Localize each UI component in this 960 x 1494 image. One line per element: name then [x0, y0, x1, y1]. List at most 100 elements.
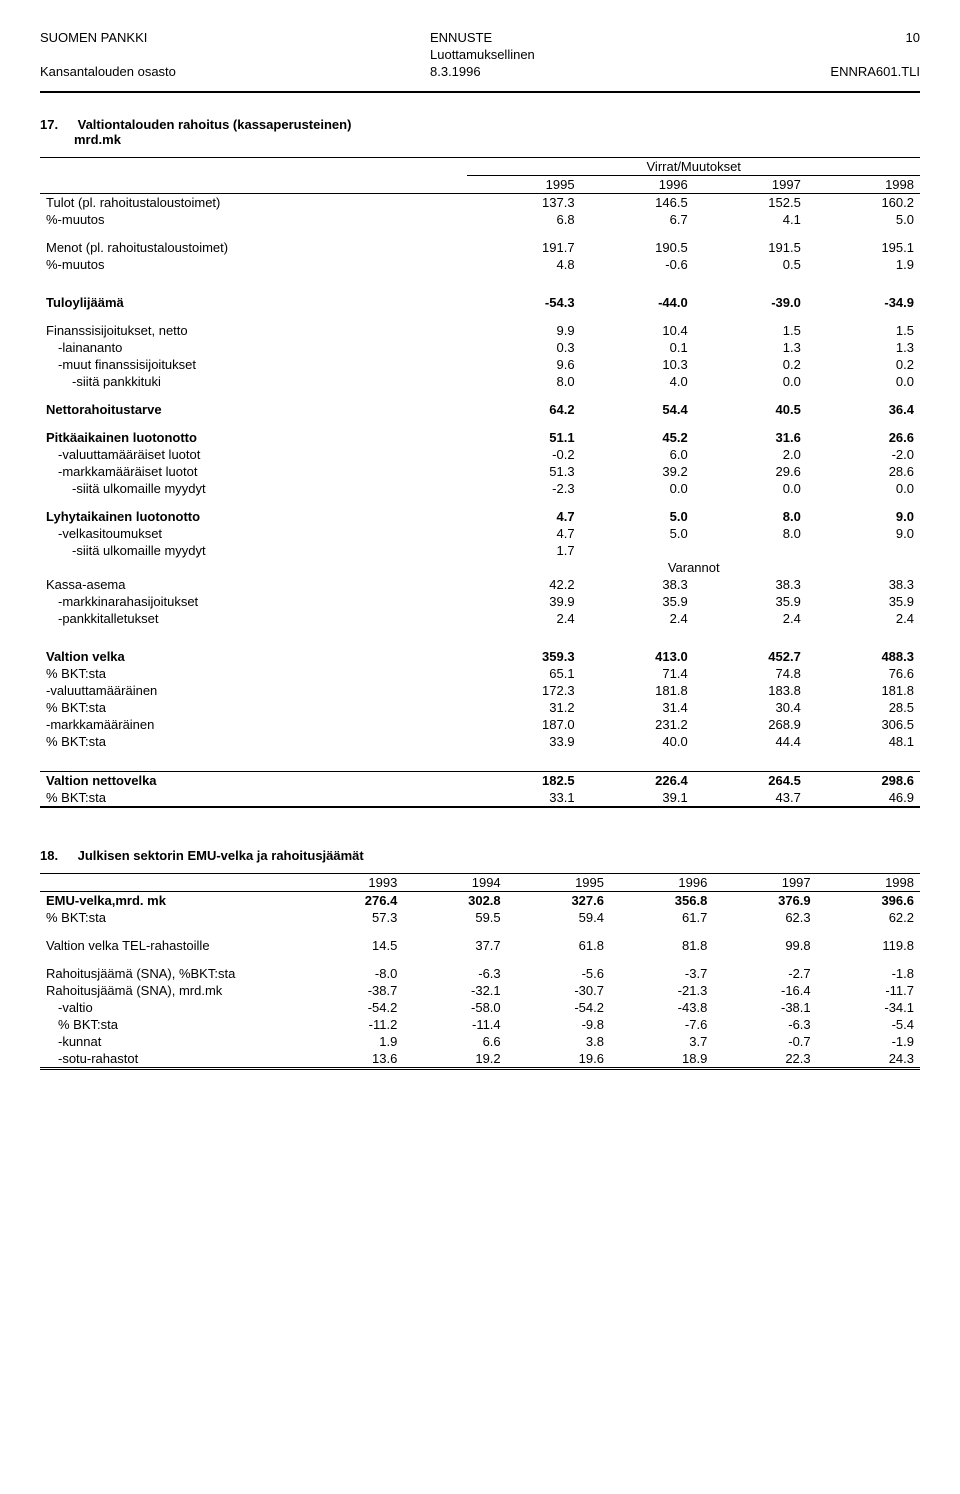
cell-value: 13.6 — [300, 1050, 403, 1069]
cell-value: 226.4 — [581, 772, 694, 790]
cell-value: 31.4 — [581, 699, 694, 716]
table-row: Menot (pl. rahoitustaloustoimet)191.7190… — [40, 239, 920, 256]
table-row: Nettorahoitustarve64.254.440.536.4 — [40, 401, 920, 418]
table-row: % BKT:sta-11.2-11.4-9.8-7.6-6.3-5.4 — [40, 1016, 920, 1033]
cell-value: -3.7 — [610, 965, 713, 982]
table-row: -markkinarahasijoitukset39.935.935.935.9 — [40, 593, 920, 610]
row-label: -lainananto — [40, 339, 467, 356]
cell-value: 31.2 — [467, 699, 580, 716]
table-row — [40, 627, 920, 648]
row-label: -siitä pankkituki — [40, 373, 467, 390]
table-row: -markkamääräinen187.0231.2268.9306.5 — [40, 716, 920, 733]
cell-value: 57.3 — [300, 909, 403, 926]
table-row: -valuuttamääräiset luotot-0.26.02.0-2.0 — [40, 446, 920, 463]
cell-value: -58.0 — [403, 999, 506, 1016]
row-label: Pitkäaikainen luotonotto — [40, 429, 467, 446]
cell-value: 298.6 — [807, 772, 920, 790]
cell-value: -11.4 — [403, 1016, 506, 1033]
cell-value: 0.2 — [694, 356, 807, 373]
row-label: Nettorahoitustarve — [40, 401, 467, 418]
row-label: % BKT:sta — [40, 789, 467, 807]
row-label: Lyhytaikainen luotonotto — [40, 508, 467, 525]
cell-value: 181.8 — [807, 682, 920, 699]
cell-value: 0.2 — [807, 356, 920, 373]
cell-value: 39.2 — [581, 463, 694, 480]
cell-value: 44.4 — [694, 733, 807, 750]
doc-code: ENNRA601.TLI — [740, 64, 920, 79]
row-label: Tulot (pl. rahoitustaloustoimet) — [40, 194, 467, 212]
cell-value: 45.2 — [581, 429, 694, 446]
cell-value: -38.1 — [713, 999, 816, 1016]
cell-value: 65.1 — [467, 665, 580, 682]
cell-value: 3.8 — [507, 1033, 610, 1050]
cell-value: 19.2 — [403, 1050, 506, 1069]
year-header-row-18: 1993 1994 1995 1996 1997 1998 — [40, 874, 920, 892]
cell-value: -0.2 — [467, 446, 580, 463]
cell-value: 119.8 — [817, 937, 920, 954]
table-row: EMU-velka,mrd. mk276.4302.8327.6356.8376… — [40, 892, 920, 909]
cell-value: 40.5 — [694, 401, 807, 418]
table-row: -markkamääräiset luotot51.339.229.628.6 — [40, 463, 920, 480]
table-row: -pankkitalletukset2.42.42.42.4 — [40, 610, 920, 627]
row-label: % BKT:sta — [40, 909, 300, 926]
row-label: Menot (pl. rahoitustaloustoimet) — [40, 239, 467, 256]
cell-value: 0.0 — [807, 373, 920, 390]
row-label: Tuloylijäämä — [40, 294, 467, 311]
row-label: % BKT:sta — [40, 699, 467, 716]
table-17: Virrat/Muutokset 1995 1996 1997 1998 Tul… — [40, 157, 920, 808]
cell-value: 10.3 — [581, 356, 694, 373]
cell-value: 276.4 — [300, 892, 403, 909]
row-label: -siitä ulkomaille myydyt — [40, 480, 467, 497]
table-row: % BKT:sta65.171.474.876.6 — [40, 665, 920, 682]
table-row: %-muutos6.86.74.15.0 — [40, 211, 920, 228]
table-row: Pitkäaikainen luotonotto51.145.231.626.6 — [40, 429, 920, 446]
cell-value: -16.4 — [713, 982, 816, 999]
row-label: Rahoitusjäämä (SNA), %BKT:sta — [40, 965, 300, 982]
cell-value: 22.3 — [713, 1050, 816, 1069]
cell-value: 14.5 — [300, 937, 403, 954]
cell-value: 59.4 — [507, 909, 610, 926]
cell-value: -2.7 — [713, 965, 816, 982]
cell-value: 1.9 — [807, 256, 920, 273]
cell-value: -11.7 — [817, 982, 920, 999]
table-row: Valtion velka TEL-rahastoille14.537.761.… — [40, 937, 920, 954]
cell-value: 6.0 — [581, 446, 694, 463]
row-label: -markkamääräiset luotot — [40, 463, 467, 480]
cell-value: -38.7 — [300, 982, 403, 999]
cell-value: 38.3 — [581, 576, 694, 593]
cell-value: 43.7 — [694, 789, 807, 807]
table-row: -valtio-54.2-58.0-54.2-43.8-38.1-34.1 — [40, 999, 920, 1016]
cell-value: -34.9 — [807, 294, 920, 311]
row-label: Rahoitusjäämä (SNA), mrd.mk — [40, 982, 300, 999]
table-row: % BKT:sta33.940.044.448.1 — [40, 733, 920, 750]
row-label: -muut finanssisijoitukset — [40, 356, 467, 373]
row-label: %-muutos — [40, 256, 467, 273]
cell-value: 38.3 — [694, 576, 807, 593]
varannot-label: Varannot — [467, 559, 920, 576]
table-row: % BKT:sta31.231.430.428.5 — [40, 699, 920, 716]
cell-value: 54.4 — [581, 401, 694, 418]
cell-value: 4.7 — [467, 508, 580, 525]
cell-value: 4.1 — [694, 211, 807, 228]
row-label: -markkinarahasijoitukset — [40, 593, 467, 610]
cell-value: -5.6 — [507, 965, 610, 982]
table-row: Valtion velka359.3413.0452.7488.3 — [40, 648, 920, 665]
table-row: % BKT:sta33.139.143.746.9 — [40, 789, 920, 807]
cell-value: 81.8 — [610, 937, 713, 954]
table-row: -muut finanssisijoitukset9.610.30.20.2 — [40, 356, 920, 373]
cell-value: 35.9 — [694, 593, 807, 610]
cell-value: 187.0 — [467, 716, 580, 733]
cell-value: 0.0 — [581, 480, 694, 497]
cell-value: 1.9 — [300, 1033, 403, 1050]
cell-value: 37.7 — [403, 937, 506, 954]
cell-value: 172.3 — [467, 682, 580, 699]
cell-value: 39.1 — [581, 789, 694, 807]
cell-value: 5.0 — [581, 525, 694, 542]
table-row: -siitä pankkituki8.04.00.00.0 — [40, 373, 920, 390]
cell-value: 1.7 — [467, 542, 580, 559]
cell-value: -2.3 — [467, 480, 580, 497]
cell-value: 231.2 — [581, 716, 694, 733]
cell-value: 2.4 — [467, 610, 580, 627]
cell-value: 182.5 — [467, 772, 580, 790]
cell-value: -0.7 — [713, 1033, 816, 1050]
